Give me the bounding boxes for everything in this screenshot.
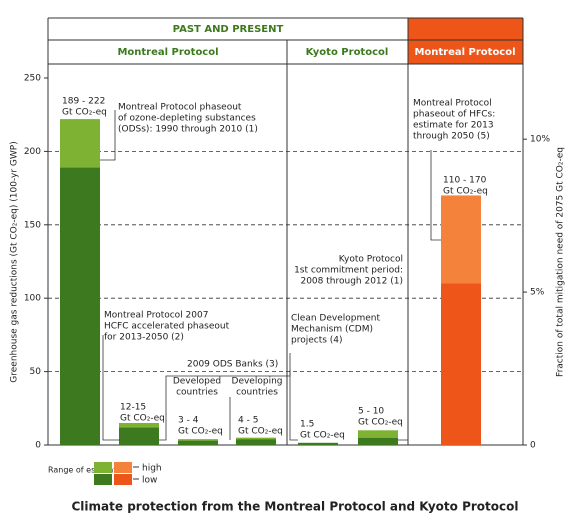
annotation: countries: [236, 388, 278, 398]
annotation: Gt CO₂-eq: [238, 427, 283, 437]
y-tick-label: 150: [24, 220, 41, 230]
bar-segment: [441, 195, 481, 284]
annotation: Gt CO₂-eq: [300, 431, 345, 441]
annotation: phaseout of HFCs:: [413, 110, 495, 120]
legend-label: high: [142, 464, 162, 474]
leader-line: [102, 335, 120, 441]
annotation: Gt CO₂-eq: [120, 414, 165, 424]
annotation: through 2050 (5): [413, 132, 490, 142]
bar-segment: [178, 439, 218, 441]
bar-segment: [60, 167, 100, 445]
legend-swatch: [114, 474, 132, 485]
bar-segment: [236, 439, 276, 445]
annotation: 189 - 222: [62, 97, 105, 107]
y-axis-label: Greenhouse gas reductions (Gt CO₂-eq) (1…: [10, 141, 20, 382]
annotation: 4 - 5: [238, 416, 258, 426]
bar-segment: [358, 437, 398, 445]
section-title: PAST AND PRESENT: [173, 24, 284, 35]
bar-segment: [236, 437, 276, 440]
y-tick-label: 250: [24, 74, 41, 84]
annotation: Kyoto Protocol: [339, 255, 403, 265]
bar-segment: [119, 422, 159, 428]
annotation: 110 - 170: [443, 176, 487, 186]
y-tick-label: 50: [30, 367, 42, 377]
y2-tick-label: 5%: [530, 288, 545, 298]
bar-segment: [119, 427, 159, 445]
annotation: Montreal Protocol: [413, 99, 492, 109]
bar-segment: [60, 119, 100, 168]
legend-swatch: [94, 474, 112, 485]
annotation: Gt CO₂-eq: [178, 427, 223, 437]
legend-title: Range of estimates: [48, 466, 126, 475]
annotation: Developed: [173, 377, 221, 387]
annotation: of ozone-depleting substances: [118, 114, 256, 124]
leader-line: [289, 353, 298, 441]
y-tick-label: 200: [24, 147, 41, 157]
annotation: (ODSs): 1990 through 2010 (1): [118, 125, 258, 135]
bar-segment: [298, 442, 338, 445]
group-title: Montreal Protocol: [414, 47, 515, 58]
annotation: 2009 ODS Banks (3): [187, 360, 278, 370]
annotation: 1st commitment period:: [294, 266, 403, 276]
leader-line: [100, 110, 116, 161]
annotation: HCFC accelerated phaseout: [104, 322, 230, 332]
annotation: Gt CO₂-eq: [443, 187, 488, 197]
annotation: 1.5: [300, 420, 314, 430]
leader-line: [430, 150, 441, 241]
annotation: 12-15: [120, 403, 146, 413]
annotation: 5 - 10: [358, 407, 384, 417]
future-header-bg: [408, 18, 523, 64]
annotation: Mechanism (CDM): [291, 325, 373, 335]
legend-swatch: [114, 462, 132, 473]
annotation: estimate for 2013: [413, 121, 494, 131]
annotation: projects (4): [291, 336, 343, 346]
annotation: Gt CO₂-eq: [358, 418, 403, 428]
annotation: Clean Development: [291, 314, 380, 324]
y-tick-label: 0: [35, 441, 41, 451]
y2-tick-label: 10%: [530, 135, 550, 145]
group-title: Kyoto Protocol: [306, 47, 389, 58]
bar-segment: [358, 430, 398, 438]
caption: Climate protection from the Montreal Pro…: [72, 500, 519, 514]
y2-axis-label: Fraction of total mitigation need of 207…: [556, 147, 566, 377]
annotation: Montreal Protocol 2007: [104, 311, 208, 321]
legend-label: low: [142, 476, 157, 486]
y-tick-label: 100: [24, 294, 41, 304]
annotation: Developing: [232, 377, 283, 387]
group-title: Montreal Protocol: [117, 47, 218, 58]
y2-tick-label: 0: [530, 441, 536, 451]
leader-line: [398, 360, 409, 441]
section-title: FUTURE: [443, 24, 488, 35]
annotation: countries: [176, 388, 218, 398]
annotation: 2008 through 2012 (1): [300, 277, 403, 287]
legend-swatch: [94, 462, 112, 473]
annotation: 3 - 4: [178, 416, 199, 426]
annotation: Montreal Protocol phaseout: [118, 103, 242, 113]
annotation: for 2013-2050 (2): [104, 333, 184, 343]
bar-segment: [441, 283, 481, 445]
bar-segment: [178, 440, 218, 445]
annotation: Gt CO₂-eq: [62, 108, 107, 118]
